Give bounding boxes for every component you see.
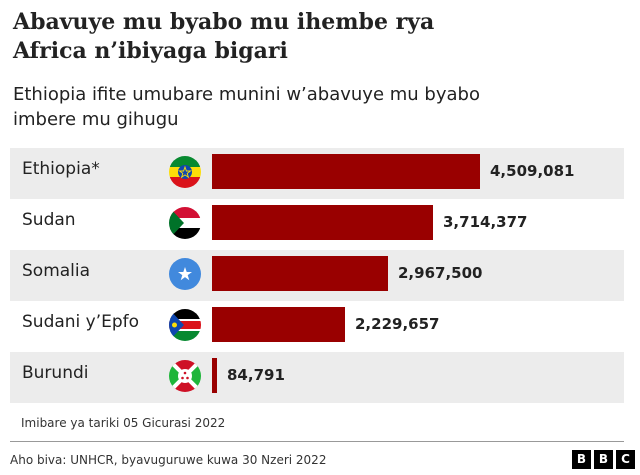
bar bbox=[212, 205, 433, 240]
bar bbox=[212, 307, 345, 342]
chart-title: Abavuye mu byabo mu ihembe rya Africa n’… bbox=[13, 8, 623, 66]
value-label: 84,791 bbox=[227, 366, 285, 384]
bar bbox=[212, 256, 388, 291]
value-label: 3,714,377 bbox=[443, 213, 528, 231]
category-label: Sudan bbox=[22, 210, 76, 230]
logo-letter: B bbox=[572, 450, 591, 469]
source-text: Aho biva: UNHCR, byavuguruwe kuwa 30 Nze… bbox=[10, 453, 327, 467]
bar-row-ethiopia: Ethiopia* 4,509,081 bbox=[10, 148, 624, 199]
category-label: Sudani y’Epfo bbox=[22, 312, 140, 332]
bar bbox=[212, 358, 217, 393]
logo-letter: B bbox=[594, 450, 613, 469]
chart-subtitle-line-1: Ethiopia ifite umubare munini w’abavuye … bbox=[13, 84, 480, 105]
bar-row-sudan: Sudan 3,714,377 bbox=[10, 199, 624, 250]
bbc-logo: B B C bbox=[572, 450, 635, 469]
bar-row-somalia: Somalia 2,967,500 bbox=[10, 250, 624, 301]
footer-divider bbox=[10, 441, 624, 442]
value-label: 4,509,081 bbox=[490, 162, 575, 180]
bar bbox=[212, 154, 480, 189]
sudan-flag-icon bbox=[169, 207, 201, 239]
logo-letter: C bbox=[616, 450, 635, 469]
value-label: 2,229,657 bbox=[355, 315, 440, 333]
chart-note: Imibare ya tariki 05 Gicurasi 2022 bbox=[21, 416, 226, 430]
somalia-flag-icon bbox=[169, 258, 201, 290]
ethiopia-flag-icon bbox=[169, 156, 201, 188]
bar-chart: Ethiopia* 4,509,081 Sudan 3,714,377 Soma… bbox=[10, 148, 624, 403]
chart-subtitle: Ethiopia ifite umubare munini w’abavuye … bbox=[13, 82, 623, 132]
chart-title-line-1: Abavuye mu byabo mu ihembe rya bbox=[13, 9, 435, 35]
value-label: 2,967,500 bbox=[398, 264, 483, 282]
category-label: Ethiopia* bbox=[22, 159, 100, 179]
burundi-flag-icon bbox=[169, 360, 201, 392]
bar-row-burundi: Burundi 84,791 bbox=[10, 352, 624, 403]
category-label: Burundi bbox=[22, 363, 89, 383]
category-label: Somalia bbox=[22, 261, 91, 281]
chart-title-line-2: Africa n’ibiyaga bigari bbox=[13, 38, 288, 64]
bar-row-south-sudan: Sudani y’Epfo 2,229,657 bbox=[10, 301, 624, 352]
south-sudan-flag-icon bbox=[169, 309, 201, 341]
chart-subtitle-line-2: imbere mu gihugu bbox=[13, 109, 179, 130]
